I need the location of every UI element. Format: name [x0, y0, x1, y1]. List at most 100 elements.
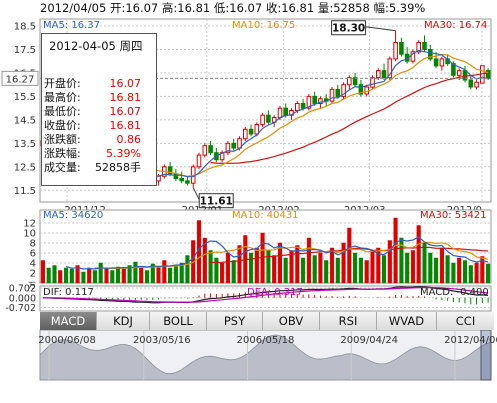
info-value: 16.07 — [109, 105, 142, 118]
price-tick-label: 11.5 — [14, 186, 36, 197]
volume-bar — [98, 262, 103, 284]
info-row: 收盘价: 16.81 — [43, 119, 155, 133]
volume-bar — [405, 252, 410, 284]
overview-x-label: 2003/05/16 — [133, 335, 191, 346]
price-tick-label: 13.5 — [14, 139, 36, 150]
volume-bar — [58, 270, 63, 284]
candle-body — [185, 180, 190, 184]
header-close-label: 收: — [265, 1, 282, 15]
volume-bar — [318, 252, 323, 284]
tab-obv[interactable]: OBV — [263, 312, 320, 330]
volume-bar — [162, 260, 167, 284]
info-value: 16.07 — [109, 77, 142, 90]
candle-body — [456, 70, 462, 76]
overview-area — [39, 334, 492, 381]
candle-body — [433, 58, 439, 67]
candle-body — [295, 103, 300, 111]
macd-tick-label: -0.702 — [5, 303, 36, 314]
volume-tick-label: 10 — [23, 229, 36, 240]
candle-body — [335, 88, 341, 97]
volume-bar — [127, 265, 132, 284]
price-tick-label: 15.5 — [14, 92, 36, 103]
volume-bar — [87, 267, 92, 284]
candle-body — [277, 107, 283, 119]
header-volume-label: 量: — [317, 1, 334, 15]
volume-bar — [150, 263, 155, 284]
volume-bar — [254, 247, 259, 284]
price-tick-label: 14.5 — [14, 115, 36, 126]
info-label: 收盘价: — [44, 119, 81, 132]
volume-bar — [185, 255, 190, 284]
volume-bar — [457, 257, 462, 284]
info-label: 开盘价: — [44, 77, 81, 90]
current-price-tag — [1, 70, 39, 86]
volume-bar — [92, 270, 97, 284]
candle-body — [202, 145, 208, 156]
volume-bar — [104, 267, 109, 284]
volume-tick-label: 2 — [30, 269, 36, 280]
candle-body — [225, 142, 231, 154]
candle-body — [358, 84, 364, 95]
price-tick-label: 12.5 — [14, 162, 36, 173]
overview-x-label: 2012/04/06 — [444, 335, 497, 346]
header-volume-value: 52858 — [333, 1, 370, 15]
volume-bar — [381, 255, 387, 284]
info-row: 成交量: 52858手 — [43, 161, 155, 175]
volume-bar — [358, 257, 363, 284]
candle-body — [208, 145, 213, 154]
candle-body — [370, 77, 375, 88]
info-value: 5.39% — [106, 147, 141, 160]
volume-bar — [480, 256, 485, 284]
volume-bar — [312, 255, 317, 284]
volume-bar — [202, 237, 207, 284]
info-label: 成交量: — [44, 161, 81, 174]
info-date: 2012-04-05 周四 — [49, 39, 143, 53]
volume-bar — [341, 242, 346, 284]
candle-body — [243, 128, 248, 140]
info-value: 16.81 — [109, 91, 142, 104]
candle-body — [439, 58, 445, 67]
tab-boll[interactable]: BOLL — [150, 312, 207, 330]
info-row: 涨跌幅: 5.39% — [43, 147, 155, 161]
volume-bar — [295, 245, 300, 284]
tab-cci[interactable]: CCI — [437, 312, 494, 330]
tab-rsi[interactable]: RSI — [320, 312, 377, 330]
macd-dea-label: DEA: 0.317 — [247, 287, 303, 298]
info-row: 涨跌额: 0.86 — [43, 133, 155, 147]
volume-tick-label: 6 — [30, 249, 36, 260]
volume-tick-label: 8 — [30, 239, 36, 250]
header-low-value: 16.07 — [229, 1, 263, 15]
candle-body — [329, 88, 335, 102]
tab-psy[interactable]: PSY — [207, 312, 263, 330]
annotation-label: 11.61 — [200, 196, 233, 208]
candle-body — [196, 154, 202, 168]
macd-tick-label: 0.000 — [9, 293, 36, 304]
volume-unit-label: 万 — [28, 281, 36, 290]
header-close-value: 16.81 — [281, 1, 315, 15]
annotation-label: 18.30 — [332, 23, 365, 35]
volume-bar — [451, 262, 456, 284]
candle-body — [387, 58, 393, 79]
volume-bar — [144, 270, 150, 284]
candle-body — [260, 114, 265, 126]
tab-wvad[interactable]: WVAD — [377, 312, 437, 330]
volume-bar — [329, 247, 335, 284]
volume-bar — [410, 250, 415, 284]
tab-macd[interactable]: MACD — [40, 312, 97, 330]
volume-bar — [353, 252, 358, 284]
info-row: 最高价: 16.81 — [43, 91, 155, 105]
candle-body — [173, 173, 179, 180]
candle-body — [312, 95, 317, 104]
volume-bar — [387, 240, 392, 284]
volume-bar — [52, 265, 57, 284]
candle-body — [347, 77, 352, 86]
tab-kdj[interactable]: KDJ — [97, 312, 150, 330]
volume-bar — [231, 260, 236, 284]
header-open-label: 开: — [109, 1, 126, 15]
header-date: 2012/04/05 — [40, 1, 107, 15]
volume-bar — [324, 260, 329, 284]
candle-body — [364, 86, 369, 95]
overview-x-label: 2000/06/08 — [38, 335, 96, 346]
volume-bar — [63, 267, 69, 284]
info-row: 开盘价: 16.07 — [43, 77, 155, 91]
